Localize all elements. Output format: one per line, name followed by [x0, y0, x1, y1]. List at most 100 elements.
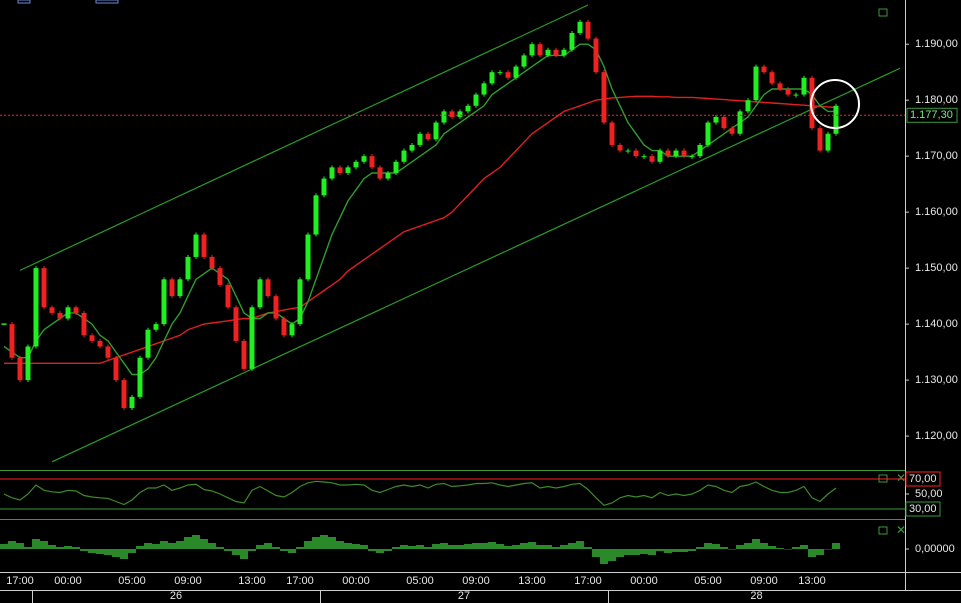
candle — [545, 49, 551, 56]
histogram-bar — [216, 547, 224, 549]
candle — [281, 318, 287, 336]
histogram-bar — [704, 543, 712, 549]
histogram-bar — [152, 544, 160, 549]
histogram-bar — [400, 545, 408, 549]
histogram-bar — [680, 549, 688, 552]
candle — [369, 156, 375, 168]
candle — [289, 324, 295, 336]
histogram-bar — [248, 549, 256, 551]
histogram-bar — [168, 543, 176, 549]
x-tick-label: 00:00 — [342, 575, 370, 587]
histogram-bar — [528, 542, 536, 549]
x-tick-label: 00:00 — [630, 575, 658, 587]
candle — [769, 72, 775, 84]
histogram-bar — [296, 547, 304, 549]
candle — [473, 94, 479, 106]
histogram-bar — [320, 535, 328, 549]
histogram-bar — [584, 547, 592, 549]
histogram-bar — [480, 543, 488, 549]
histogram-bar — [344, 543, 352, 549]
histogram-bar — [136, 546, 144, 549]
candle — [337, 167, 343, 173]
candle — [385, 172, 391, 179]
candle — [65, 307, 71, 319]
candle — [433, 122, 439, 140]
candle — [449, 111, 455, 117]
histogram-bar — [64, 546, 72, 549]
candle — [521, 55, 527, 67]
candle — [105, 346, 111, 358]
candle — [681, 150, 687, 157]
candle — [513, 66, 519, 78]
candle — [825, 133, 831, 151]
histogram-bar — [504, 546, 512, 549]
candle — [657, 150, 663, 162]
toolbar-button[interactable] — [95, 0, 119, 4]
candle — [737, 111, 743, 134]
close-icon[interactable]: ✕ — [896, 471, 906, 485]
candle — [161, 279, 167, 325]
candle — [233, 307, 239, 341]
panel-button[interactable] — [878, 8, 888, 17]
histogram-bar — [192, 535, 200, 549]
histogram-bar — [464, 544, 472, 549]
candle — [217, 268, 223, 285]
candle — [601, 72, 607, 123]
candle — [649, 156, 655, 162]
histogram-bar — [0, 544, 8, 549]
candle — [529, 44, 535, 56]
candle — [689, 156, 695, 158]
histogram-bar — [696, 547, 704, 549]
histogram-bar — [440, 543, 448, 549]
candle — [409, 144, 415, 151]
candle — [457, 111, 463, 117]
histogram-bar — [608, 549, 616, 561]
histogram-bar — [824, 549, 832, 550]
candle — [617, 144, 623, 151]
histogram-bar — [72, 547, 80, 549]
histogram-bar — [16, 543, 24, 549]
histogram-bar — [408, 546, 416, 549]
histogram-bar — [448, 545, 456, 549]
candle — [801, 77, 807, 95]
histogram-bar — [832, 543, 840, 549]
candle — [185, 256, 191, 280]
x-tick-label: 09:00 — [462, 575, 490, 587]
histogram-bar — [224, 549, 232, 551]
candle — [145, 329, 151, 358]
histogram-bar — [536, 545, 544, 549]
candle — [697, 144, 703, 157]
histogram-bar — [256, 545, 264, 549]
candle — [313, 195, 319, 235]
close-icon[interactable]: ✕ — [896, 523, 906, 537]
panel-button[interactable] — [878, 526, 888, 535]
histogram-bar — [144, 543, 152, 549]
candle — [305, 234, 311, 280]
candle — [353, 161, 359, 168]
y-tick-label: 30,00 — [909, 503, 937, 515]
candle — [441, 111, 447, 123]
candle — [137, 357, 143, 397]
candle — [177, 279, 183, 297]
histogram-bar — [272, 547, 280, 549]
candle — [345, 167, 351, 173]
candle — [209, 256, 215, 269]
histogram-bar — [616, 549, 624, 557]
candle — [777, 83, 783, 89]
channel-line — [19, 4, 589, 271]
toolbar-button[interactable] — [17, 0, 31, 4]
histogram-bar — [648, 549, 656, 555]
x-tick-label: 17:00 — [6, 575, 34, 587]
histogram-bar — [280, 549, 288, 551]
histogram-bar — [304, 541, 312, 549]
candle — [489, 72, 495, 84]
candle — [753, 66, 759, 101]
histogram-bar — [240, 549, 248, 559]
candle — [97, 340, 103, 347]
histogram-bar — [208, 543, 216, 549]
histogram-bar — [184, 537, 192, 549]
histogram-bar — [520, 543, 528, 549]
histogram-bar — [664, 549, 672, 553]
histogram-bar — [784, 549, 792, 550]
highlight-circle — [810, 79, 860, 129]
